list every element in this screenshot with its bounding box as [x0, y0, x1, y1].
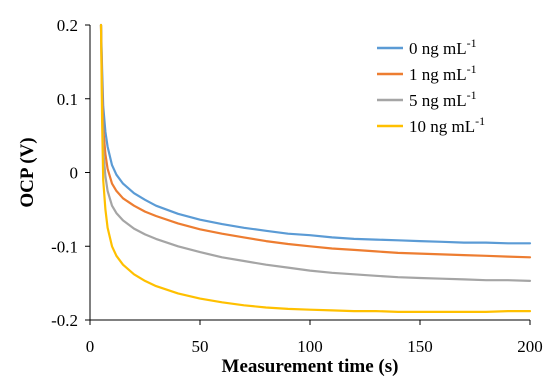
y-tick-label: 0 — [70, 164, 79, 183]
y-axis-ticks: 0.2 0.1 0 -0.1 -0.2 — [51, 16, 90, 330]
y-tick-label: -0.2 — [51, 311, 78, 330]
x-tick-label: 200 — [517, 337, 543, 356]
y-axis-title: OCP (V) — [17, 137, 38, 207]
x-tick-label: 150 — [407, 337, 433, 356]
series-line — [99, 23, 532, 259]
x-axis-title: Measurement time (s) — [222, 356, 399, 376]
series-line — [99, 23, 532, 313]
series-lines — [99, 23, 532, 313]
legend-label: 0 ng mL-1 — [409, 36, 477, 58]
legend-label: 1 ng mL-1 — [409, 62, 477, 84]
x-tick-label: 100 — [297, 337, 323, 356]
x-tick-label: 0 — [86, 337, 95, 356]
legend-label: 10 ng mL-1 — [409, 114, 485, 136]
legend: 0 ng mL-1 1 ng mL-1 5 ng mL-1 10 ng mL-1 — [377, 36, 485, 136]
x-axis-ticks: 0 50 100 150 200 — [86, 320, 543, 356]
y-tick-label: -0.1 — [51, 237, 78, 256]
y-tick-label: 0.2 — [57, 16, 78, 35]
y-tick-label: 0.1 — [57, 90, 78, 109]
x-tick-label: 50 — [192, 337, 209, 356]
series-line — [99, 23, 532, 245]
legend-label: 5 ng mL-1 — [409, 88, 477, 110]
series-line — [99, 23, 532, 282]
